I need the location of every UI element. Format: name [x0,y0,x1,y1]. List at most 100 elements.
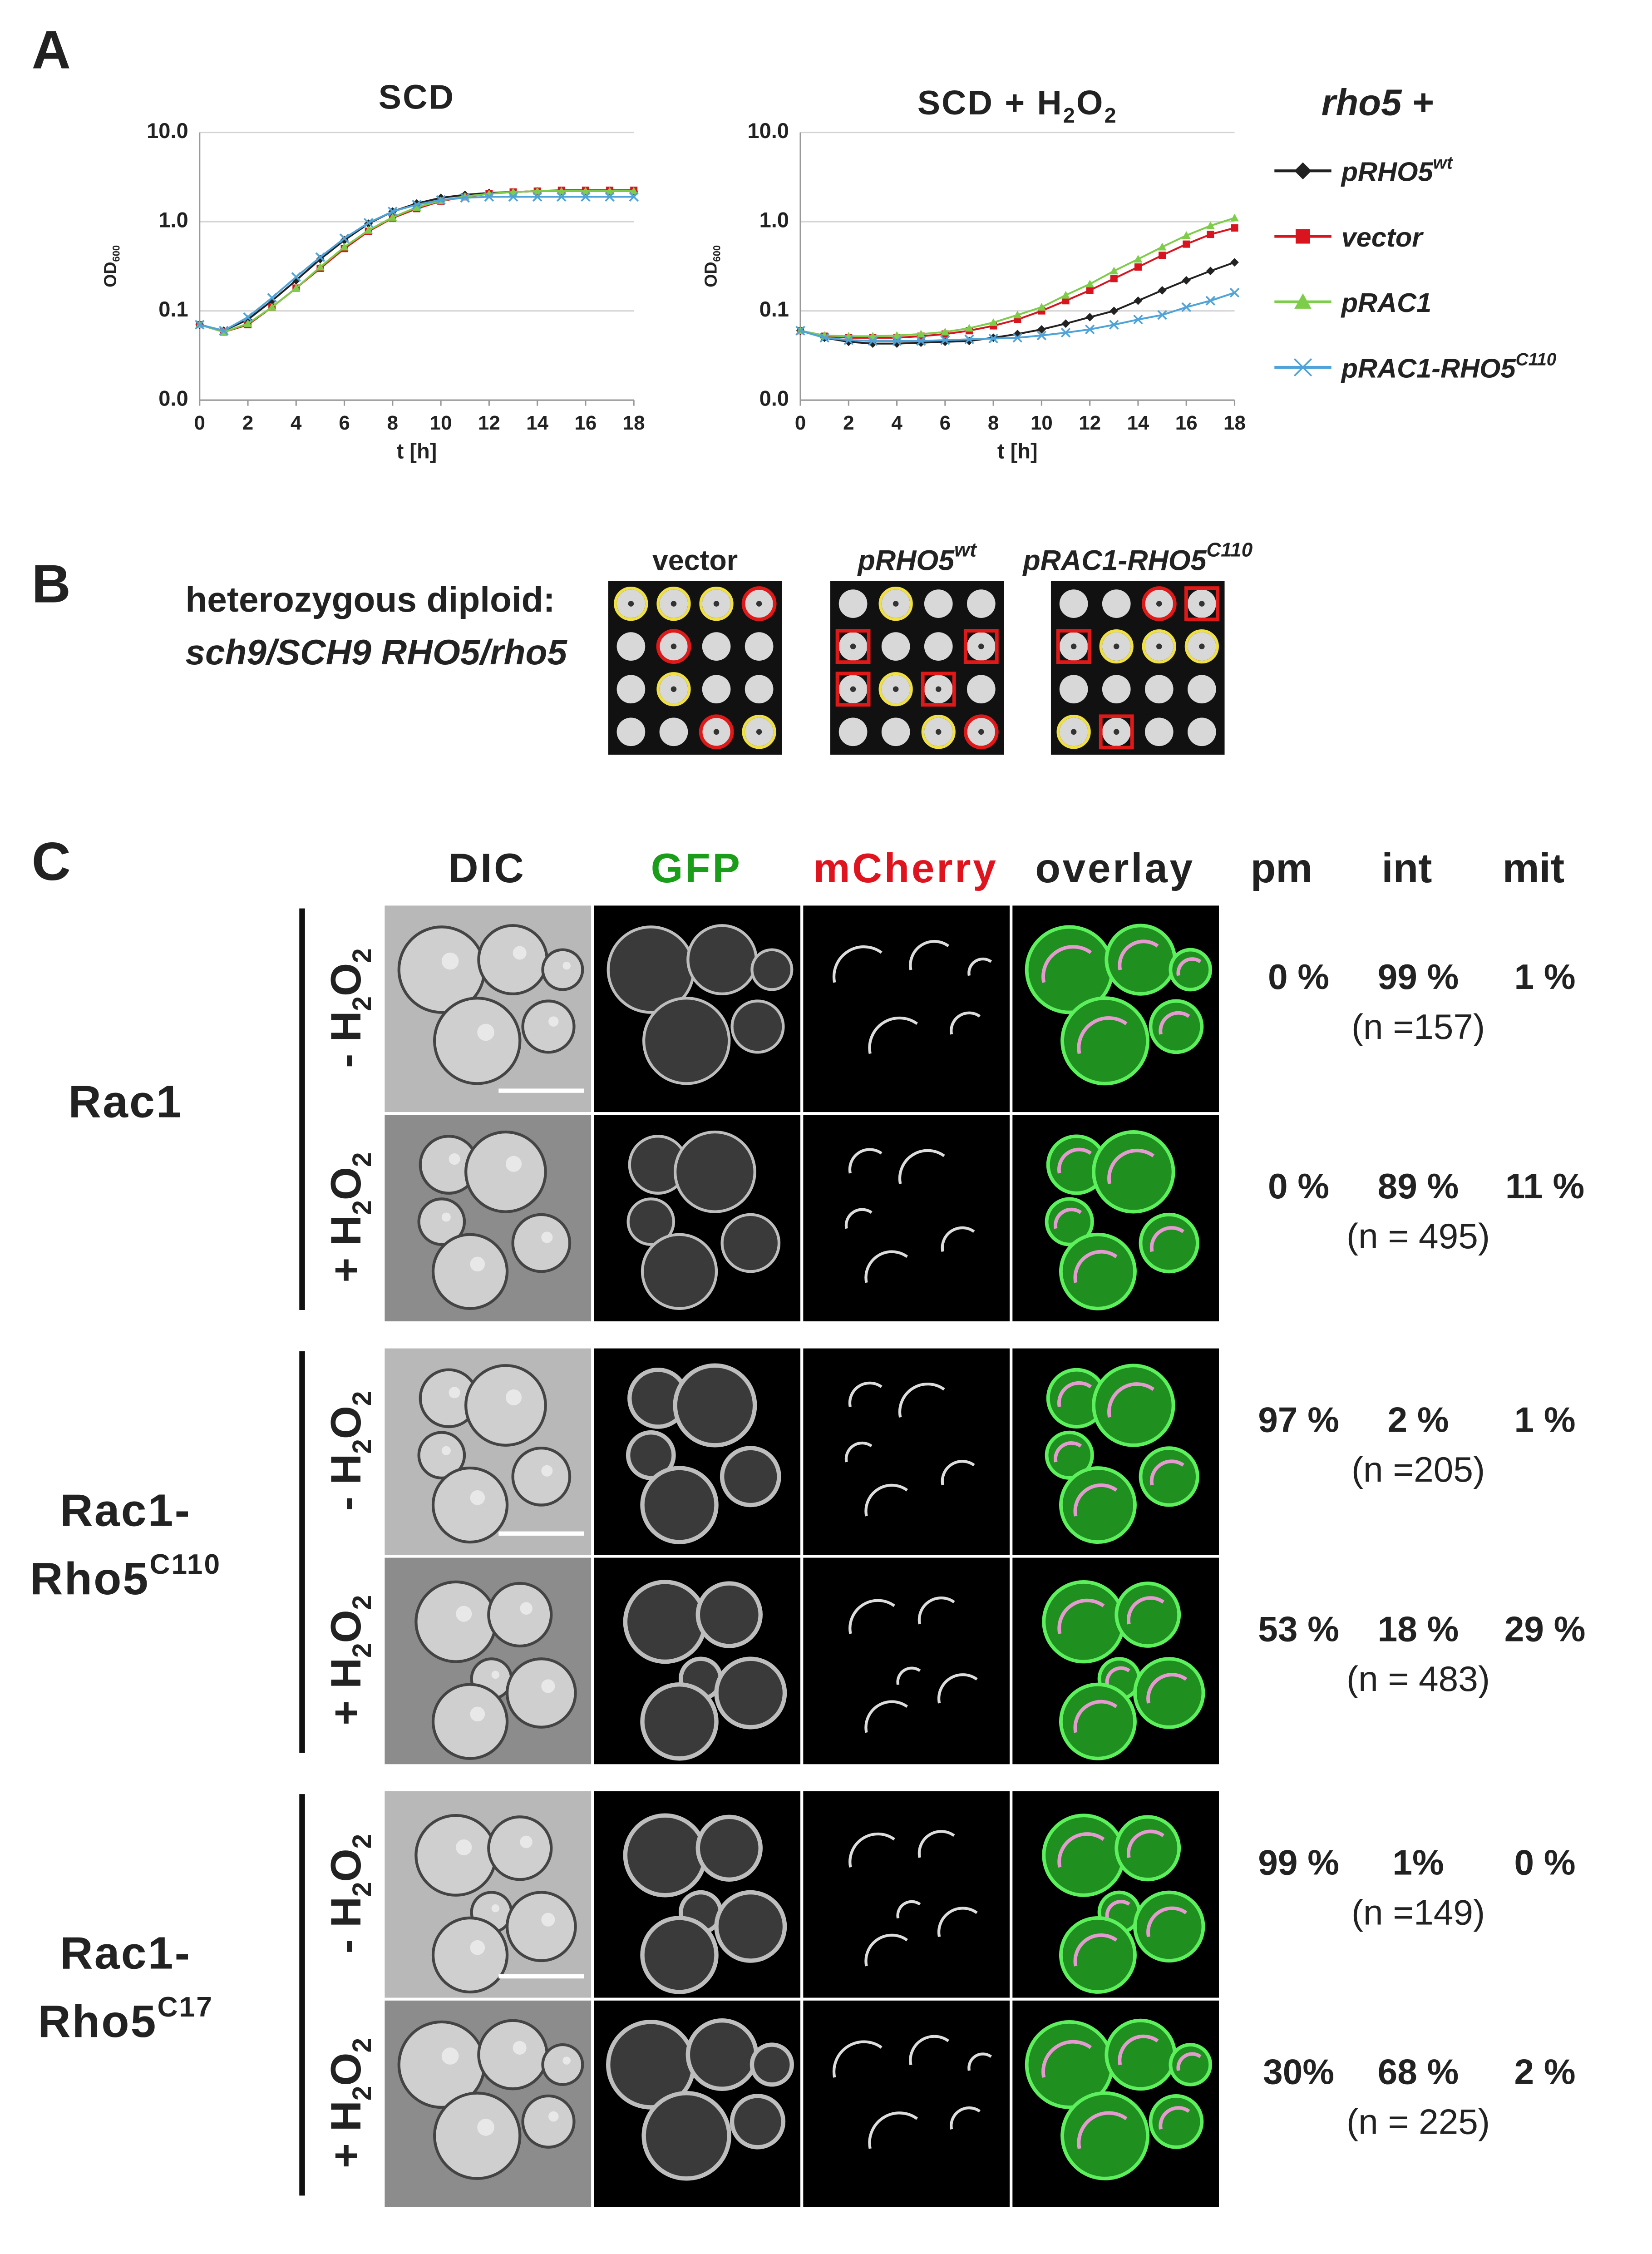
cell [626,1430,676,1480]
point [1294,293,1312,309]
point [629,192,639,202]
y-axis-label-sub: 600 [711,245,723,262]
mito [848,1599,895,1634]
mito [1159,1011,1190,1035]
legend-label-main: pRAC1-RHO5 [1341,353,1516,383]
colony-spot [628,601,634,607]
cell [431,1466,509,1544]
panel-b-text: heterozygous diploid: [185,579,555,619]
micrograph [1012,1348,1219,1555]
mito [967,957,992,976]
point [1013,311,1022,319]
micrograph [385,1557,592,1765]
colony [967,589,996,618]
point [1086,287,1094,294]
point [339,233,350,243]
point [1205,296,1216,306]
cell [487,1815,553,1881]
cell [685,2018,759,2091]
micrograph-bg [803,1115,1010,1322]
cell [521,2094,576,2149]
cell-vacuole [562,2056,571,2065]
x-axis-label: t [h] [997,439,1038,463]
group-name-main: Rac1- [60,1928,191,1978]
cell-vacuole [470,1940,485,1955]
point [893,331,902,339]
cell [1105,2018,1177,2091]
point [195,320,205,330]
colony [616,675,646,704]
mito [1118,2034,1159,2066]
mito [937,1907,978,1937]
cell [695,1581,763,1648]
cell [1133,1890,1205,1962]
mito [1054,1207,1082,1229]
colony-spot [935,729,942,735]
mito [896,1666,921,1685]
micrograph [1012,1791,1219,1998]
cell [641,2091,731,2181]
cell [1149,2094,1204,2149]
cell-vacuole [548,1016,559,1027]
colony-spot [671,601,677,607]
stat-value: 29 % [1504,1609,1586,1649]
cell-vacuole [541,1231,553,1243]
mito [950,2106,981,2130]
micrograph [385,2000,592,2207]
x-axis-label: t [h] [397,439,437,463]
colony-spot [756,601,762,607]
point [315,252,325,262]
cell-vacuole [470,1706,485,1722]
y-axis-label: OD600 [100,245,122,287]
stat-value: 99 % [1378,957,1459,997]
point [1182,231,1191,239]
y-axis-label-sub: 600 [111,245,122,262]
y-tick-label: 0.0 [759,386,789,410]
micrograph [1012,2000,1219,2207]
x-tick-label: 14 [526,412,548,434]
colony-spot [1070,729,1077,735]
cell [640,1682,719,1761]
point [388,207,398,217]
point [1109,320,1119,330]
micrograph [803,1115,1010,1322]
x-tick-label: 6 [339,412,350,434]
micrograph [385,1348,592,1555]
marker-circle [699,586,734,621]
micrograph [594,2000,801,2207]
cell [1045,1197,1094,1246]
cell [417,1431,466,1480]
mito [1057,1147,1092,1174]
colony [745,632,774,661]
point [267,303,276,311]
cell [695,1814,763,1882]
stat-header: mit [1503,845,1564,891]
x-tick-label: 2 [242,412,253,434]
point [1037,325,1046,334]
micrograph-bg [803,1791,1010,1998]
mito [1073,1700,1118,1733]
series [795,287,1240,346]
mito [1127,1596,1164,1625]
mito [868,2111,918,2149]
group-name: Rac1- [60,1485,191,1536]
marker-square [921,672,956,707]
stat-value: 0 % [1268,957,1329,997]
cell [1169,948,1213,992]
marker-circle [878,586,913,621]
cell [433,997,522,1085]
colony-spot [978,643,984,649]
cell [714,1890,787,1963]
mito [1105,1666,1130,1686]
stat-n: (n =205) [1351,1449,1485,1489]
plate-label: pRAC1-RHO5C110 [1022,539,1253,576]
mito [844,1441,873,1463]
cell [750,948,794,991]
point [1157,310,1167,320]
group-name: Rho5C17 [38,1992,213,2047]
cell-vacuole [513,2041,527,2055]
point [291,272,301,282]
cell [477,924,549,995]
column-header: mCherry [814,845,998,891]
